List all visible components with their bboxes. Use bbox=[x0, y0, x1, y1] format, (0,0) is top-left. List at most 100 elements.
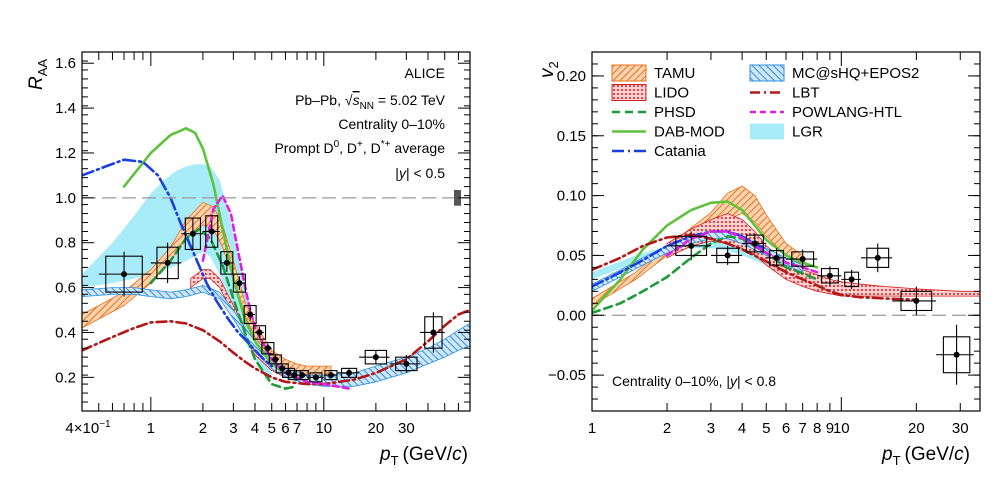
svg-text:v2: v2 bbox=[537, 61, 561, 78]
right-xtick-label: 2 bbox=[663, 420, 671, 437]
left-xtick-label: 10 bbox=[315, 420, 332, 437]
right-marker bbox=[874, 254, 881, 261]
collision-system: Pb–Pb, √sNN = 5.02 TeV bbox=[295, 92, 446, 112]
left-marker bbox=[236, 280, 243, 287]
v2-centrality-label: Centrality 0–10%, |y| < 0.8 bbox=[612, 373, 776, 389]
left-marker bbox=[299, 372, 306, 379]
right-data-point bbox=[817, 266, 842, 286]
left-axes: 0.2 0.4 0.6 0.8 1.0 1.2 1.4 1.6 4×10−1 1 2 3 4 5 6 7 10 2… bbox=[55, 52, 471, 437]
rapidity-label: |y| < 0.5 bbox=[395, 165, 445, 181]
right-marker bbox=[724, 252, 731, 259]
left-xtick-label: 30 bbox=[398, 420, 415, 437]
left-data-point bbox=[150, 242, 182, 284]
left-marker bbox=[256, 329, 263, 336]
right-data-point bbox=[742, 233, 767, 254]
right-ytick-label: 0.15 bbox=[557, 128, 586, 145]
right-marker bbox=[773, 254, 780, 261]
left-ytick-label: 0.2 bbox=[55, 369, 76, 386]
model-phsd-left bbox=[149, 227, 299, 390]
left-panel: 0.2 0.4 0.6 0.8 1.0 1.2 1.4 1.6 4×10−1 1 2 3 4 5 6 7 10 2… bbox=[26, 51, 471, 468]
right-data-point bbox=[667, 231, 711, 261]
svg-text:RAA: RAA bbox=[26, 59, 50, 90]
right-xtick-label: 6 bbox=[782, 420, 790, 437]
sqrt-sign: √ bbox=[345, 92, 353, 108]
legend-item-dab-mod: DAB-MOD bbox=[612, 124, 725, 141]
right-xtick-label: 20 bbox=[908, 420, 925, 437]
model-lbt-left bbox=[82, 308, 470, 386]
left-data-point bbox=[307, 372, 324, 383]
model-catania-left bbox=[82, 158, 273, 368]
left-marker bbox=[346, 369, 353, 376]
legend-label: LGR bbox=[792, 124, 823, 141]
legend-label: Catania bbox=[654, 143, 706, 160]
left-data-point bbox=[243, 304, 257, 325]
left-xtick-label: 4 bbox=[251, 420, 259, 437]
left-xtick-label: 7 bbox=[293, 420, 301, 437]
right-frame bbox=[591, 51, 981, 412]
right-xtick-label: 30 bbox=[952, 420, 969, 437]
left-marker bbox=[430, 329, 437, 336]
legend-item-mc-shq-epos2: MC@sHQ+EPOS2 bbox=[749, 64, 919, 82]
left-xtick-label: 5 bbox=[268, 420, 276, 437]
left-marker bbox=[208, 228, 215, 235]
left-syst-box bbox=[252, 325, 267, 340]
legend-label: TAMU bbox=[654, 65, 695, 82]
left-syst-box bbox=[243, 304, 257, 325]
left-marker bbox=[247, 311, 254, 318]
legend-swatch bbox=[749, 64, 785, 82]
left-xtick-label: 3 bbox=[229, 420, 237, 437]
right-data-point bbox=[936, 324, 974, 385]
left-syst-box bbox=[295, 370, 309, 381]
right-data-point bbox=[861, 243, 893, 273]
legend-item-lido: LIDO bbox=[611, 84, 689, 102]
right-marker bbox=[913, 297, 920, 304]
right-xtick-label: 5 bbox=[762, 420, 770, 437]
legend-swatch bbox=[611, 84, 647, 101]
left-data-point bbox=[219, 251, 234, 275]
left-ytick-label: 1.4 bbox=[55, 100, 76, 117]
legend-item-catania: Catania bbox=[612, 143, 706, 160]
left-data-point bbox=[337, 367, 360, 378]
left-marker bbox=[312, 374, 319, 381]
right-marker bbox=[826, 272, 833, 279]
legend-swatch bbox=[750, 123, 784, 140]
legend-label: PHSD bbox=[654, 104, 696, 121]
right-data-point bbox=[841, 269, 862, 289]
experiment-title: ALICE bbox=[405, 65, 445, 81]
right-ytick-label: 0.10 bbox=[557, 188, 586, 205]
left-marker bbox=[223, 259, 230, 266]
left-xlabel: pT (GeV/c) bbox=[379, 444, 468, 468]
right-xtick-label: 3 bbox=[707, 420, 715, 437]
left-ytick-label: 0.8 bbox=[55, 235, 76, 252]
left-marker bbox=[164, 259, 171, 266]
model-powlang-htl-right bbox=[665, 230, 819, 274]
right-data-point bbox=[710, 245, 743, 266]
right-xtick-label: 9 bbox=[826, 420, 834, 437]
legend: TAMU LIDO PHSD DAB-MOD Catania MC@sHQ+EPOS2 LB… bbox=[611, 64, 919, 160]
right-xlabel: pT (GeV/c) bbox=[881, 444, 970, 468]
legend-item-tamu: TAMU bbox=[611, 64, 695, 82]
left-xtick-label: 2 bbox=[199, 420, 207, 437]
right-plot-area bbox=[592, 185, 980, 385]
left-plot-area bbox=[82, 126, 470, 390]
right-xtick-label: 7 bbox=[799, 420, 807, 437]
left-data-point bbox=[252, 325, 267, 340]
legend-label: MC@sHQ+EPOS2 bbox=[792, 65, 919, 82]
right-plot-content bbox=[592, 185, 980, 385]
model-dab-mod-right bbox=[592, 200, 819, 312]
legend-label: POWLANG-HTL bbox=[792, 104, 902, 121]
left-xtick-label: 20 bbox=[368, 420, 385, 437]
left-xtick-label: 1 bbox=[147, 420, 155, 437]
right-xtick-label: 10 bbox=[833, 420, 850, 437]
model-lbt-right bbox=[592, 233, 918, 301]
right-ytick-label: 0.00 bbox=[557, 307, 586, 324]
right-ylabel: v2 bbox=[537, 61, 561, 78]
right-xtick-label: 8 bbox=[813, 420, 821, 437]
left-ytick-label: 1.2 bbox=[55, 145, 76, 162]
centrality-label: Centrality 0–10% bbox=[338, 116, 445, 132]
right-data-point bbox=[766, 248, 786, 268]
left-syst-box bbox=[261, 342, 275, 355]
right-marker bbox=[953, 351, 960, 358]
left-data-point bbox=[323, 370, 338, 381]
